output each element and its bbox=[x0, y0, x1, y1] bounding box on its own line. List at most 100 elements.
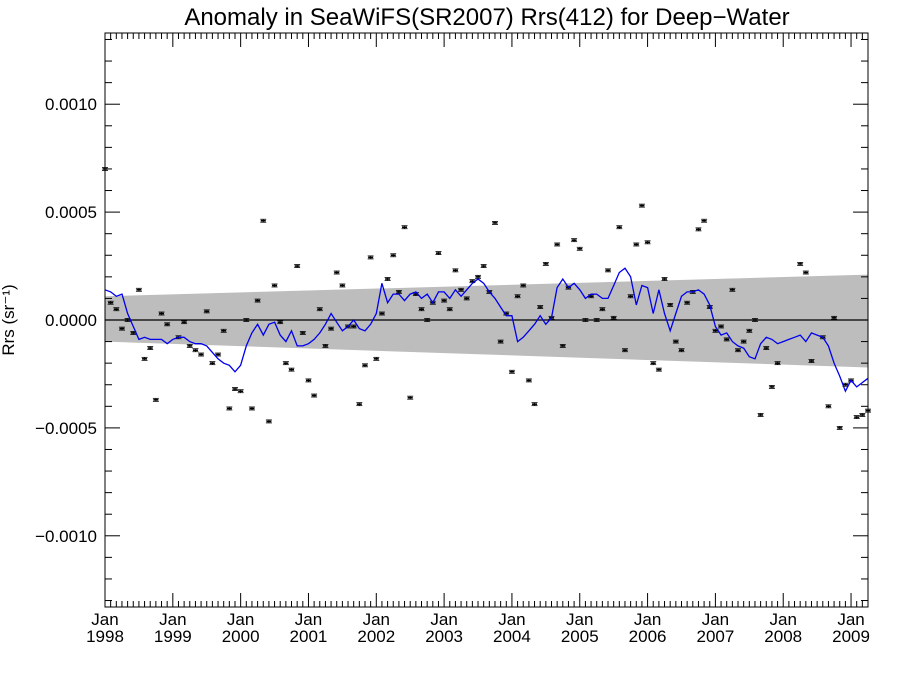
data-point bbox=[271, 283, 278, 288]
data-point bbox=[576, 246, 583, 251]
data-point bbox=[209, 361, 216, 366]
data-point bbox=[463, 296, 470, 301]
axes-layer: 0.00100.00050.0000−0.0005−0.0010Jan1998J… bbox=[35, 32, 870, 646]
data-point bbox=[735, 348, 742, 353]
x-tick-year: 1999 bbox=[154, 627, 192, 646]
data-point bbox=[316, 307, 323, 312]
data-point bbox=[395, 290, 402, 294]
data-point bbox=[237, 389, 244, 394]
data-point bbox=[633, 242, 640, 247]
data-point bbox=[644, 240, 651, 245]
data-point bbox=[147, 346, 154, 350]
data-point bbox=[152, 397, 159, 402]
y-tick-label: 0.0005 bbox=[45, 203, 97, 222]
data-point bbox=[350, 324, 357, 329]
data-point bbox=[226, 406, 233, 411]
x-tick-year: 2007 bbox=[696, 627, 734, 646]
y-tick-label: −0.0005 bbox=[35, 419, 97, 438]
data-point bbox=[141, 356, 148, 361]
data-point bbox=[621, 348, 628, 353]
data-point bbox=[554, 242, 561, 247]
data-point bbox=[186, 343, 193, 348]
data-point bbox=[118, 326, 125, 331]
data-point bbox=[135, 287, 142, 292]
data-point bbox=[768, 384, 775, 389]
data-point bbox=[763, 346, 770, 350]
data-point bbox=[378, 311, 385, 316]
data-point bbox=[373, 356, 380, 361]
data-point bbox=[113, 307, 120, 312]
y-tick-label: 0.0000 bbox=[45, 311, 97, 330]
data-point bbox=[859, 413, 866, 417]
data-point bbox=[322, 343, 329, 348]
data-point bbox=[661, 277, 668, 281]
data-point bbox=[836, 425, 843, 430]
x-tick-month: Jan bbox=[837, 610, 864, 629]
data-point bbox=[311, 393, 318, 398]
x-tick-month: Jan bbox=[91, 610, 118, 629]
data-point bbox=[774, 361, 781, 366]
x-tick-year: 2004 bbox=[493, 627, 531, 646]
data-point bbox=[729, 287, 736, 292]
data-point bbox=[751, 318, 758, 322]
data-point bbox=[164, 322, 171, 327]
data-point bbox=[192, 348, 199, 353]
data-point bbox=[305, 378, 312, 383]
x-tick-year: 1998 bbox=[86, 627, 124, 646]
data-point bbox=[294, 264, 301, 268]
data-point bbox=[231, 387, 238, 391]
data-point bbox=[424, 318, 431, 322]
running-mean-line bbox=[104, 267, 869, 393]
data-point bbox=[288, 367, 295, 372]
x-tick-month: Jan bbox=[363, 610, 390, 629]
data-point bbox=[695, 227, 702, 232]
data-point bbox=[107, 300, 114, 305]
x-tick-month: Jan bbox=[227, 610, 254, 629]
data-point bbox=[441, 298, 448, 303]
x-tick-year: 2001 bbox=[290, 627, 328, 646]
data-point bbox=[650, 361, 657, 366]
data-point bbox=[616, 225, 623, 230]
data-point bbox=[407, 395, 414, 400]
x-tick-year: 2000 bbox=[222, 627, 260, 646]
data-point bbox=[339, 283, 346, 288]
data-point bbox=[610, 315, 617, 320]
data-point bbox=[333, 270, 340, 275]
data-point bbox=[480, 264, 487, 268]
data-point bbox=[243, 318, 250, 322]
data-point bbox=[593, 318, 600, 322]
data-point bbox=[757, 413, 764, 417]
data-point bbox=[797, 261, 804, 266]
data-point bbox=[458, 287, 465, 292]
data-point bbox=[181, 320, 188, 325]
data-point bbox=[520, 283, 527, 288]
data-point bbox=[356, 402, 363, 407]
data-points-layer bbox=[102, 167, 871, 430]
x-tick-month: Jan bbox=[634, 610, 661, 629]
data-point bbox=[525, 378, 532, 383]
x-tick-year: 2005 bbox=[561, 627, 599, 646]
data-point bbox=[582, 318, 589, 322]
data-point bbox=[265, 419, 272, 424]
data-point bbox=[667, 302, 674, 307]
data-point bbox=[825, 404, 832, 409]
data-point bbox=[655, 367, 662, 372]
data-point bbox=[808, 359, 815, 363]
data-point bbox=[277, 320, 284, 325]
x-tick-month: Jan bbox=[566, 610, 593, 629]
data-point bbox=[571, 238, 578, 243]
data-point bbox=[537, 305, 544, 309]
data-point bbox=[542, 261, 549, 266]
x-tick-year: 2006 bbox=[629, 627, 667, 646]
data-point bbox=[831, 315, 838, 320]
data-point bbox=[672, 339, 679, 344]
data-point bbox=[605, 268, 612, 273]
data-point bbox=[531, 402, 538, 407]
x-tick-year: 2009 bbox=[832, 627, 870, 646]
chart-title: Anomaly in SeaWiFS(SR2007) Rrs(412) for … bbox=[184, 4, 789, 31]
data-point bbox=[514, 294, 521, 299]
data-point bbox=[248, 406, 255, 411]
data-point bbox=[203, 309, 210, 314]
x-tick-year: 2008 bbox=[764, 627, 802, 646]
